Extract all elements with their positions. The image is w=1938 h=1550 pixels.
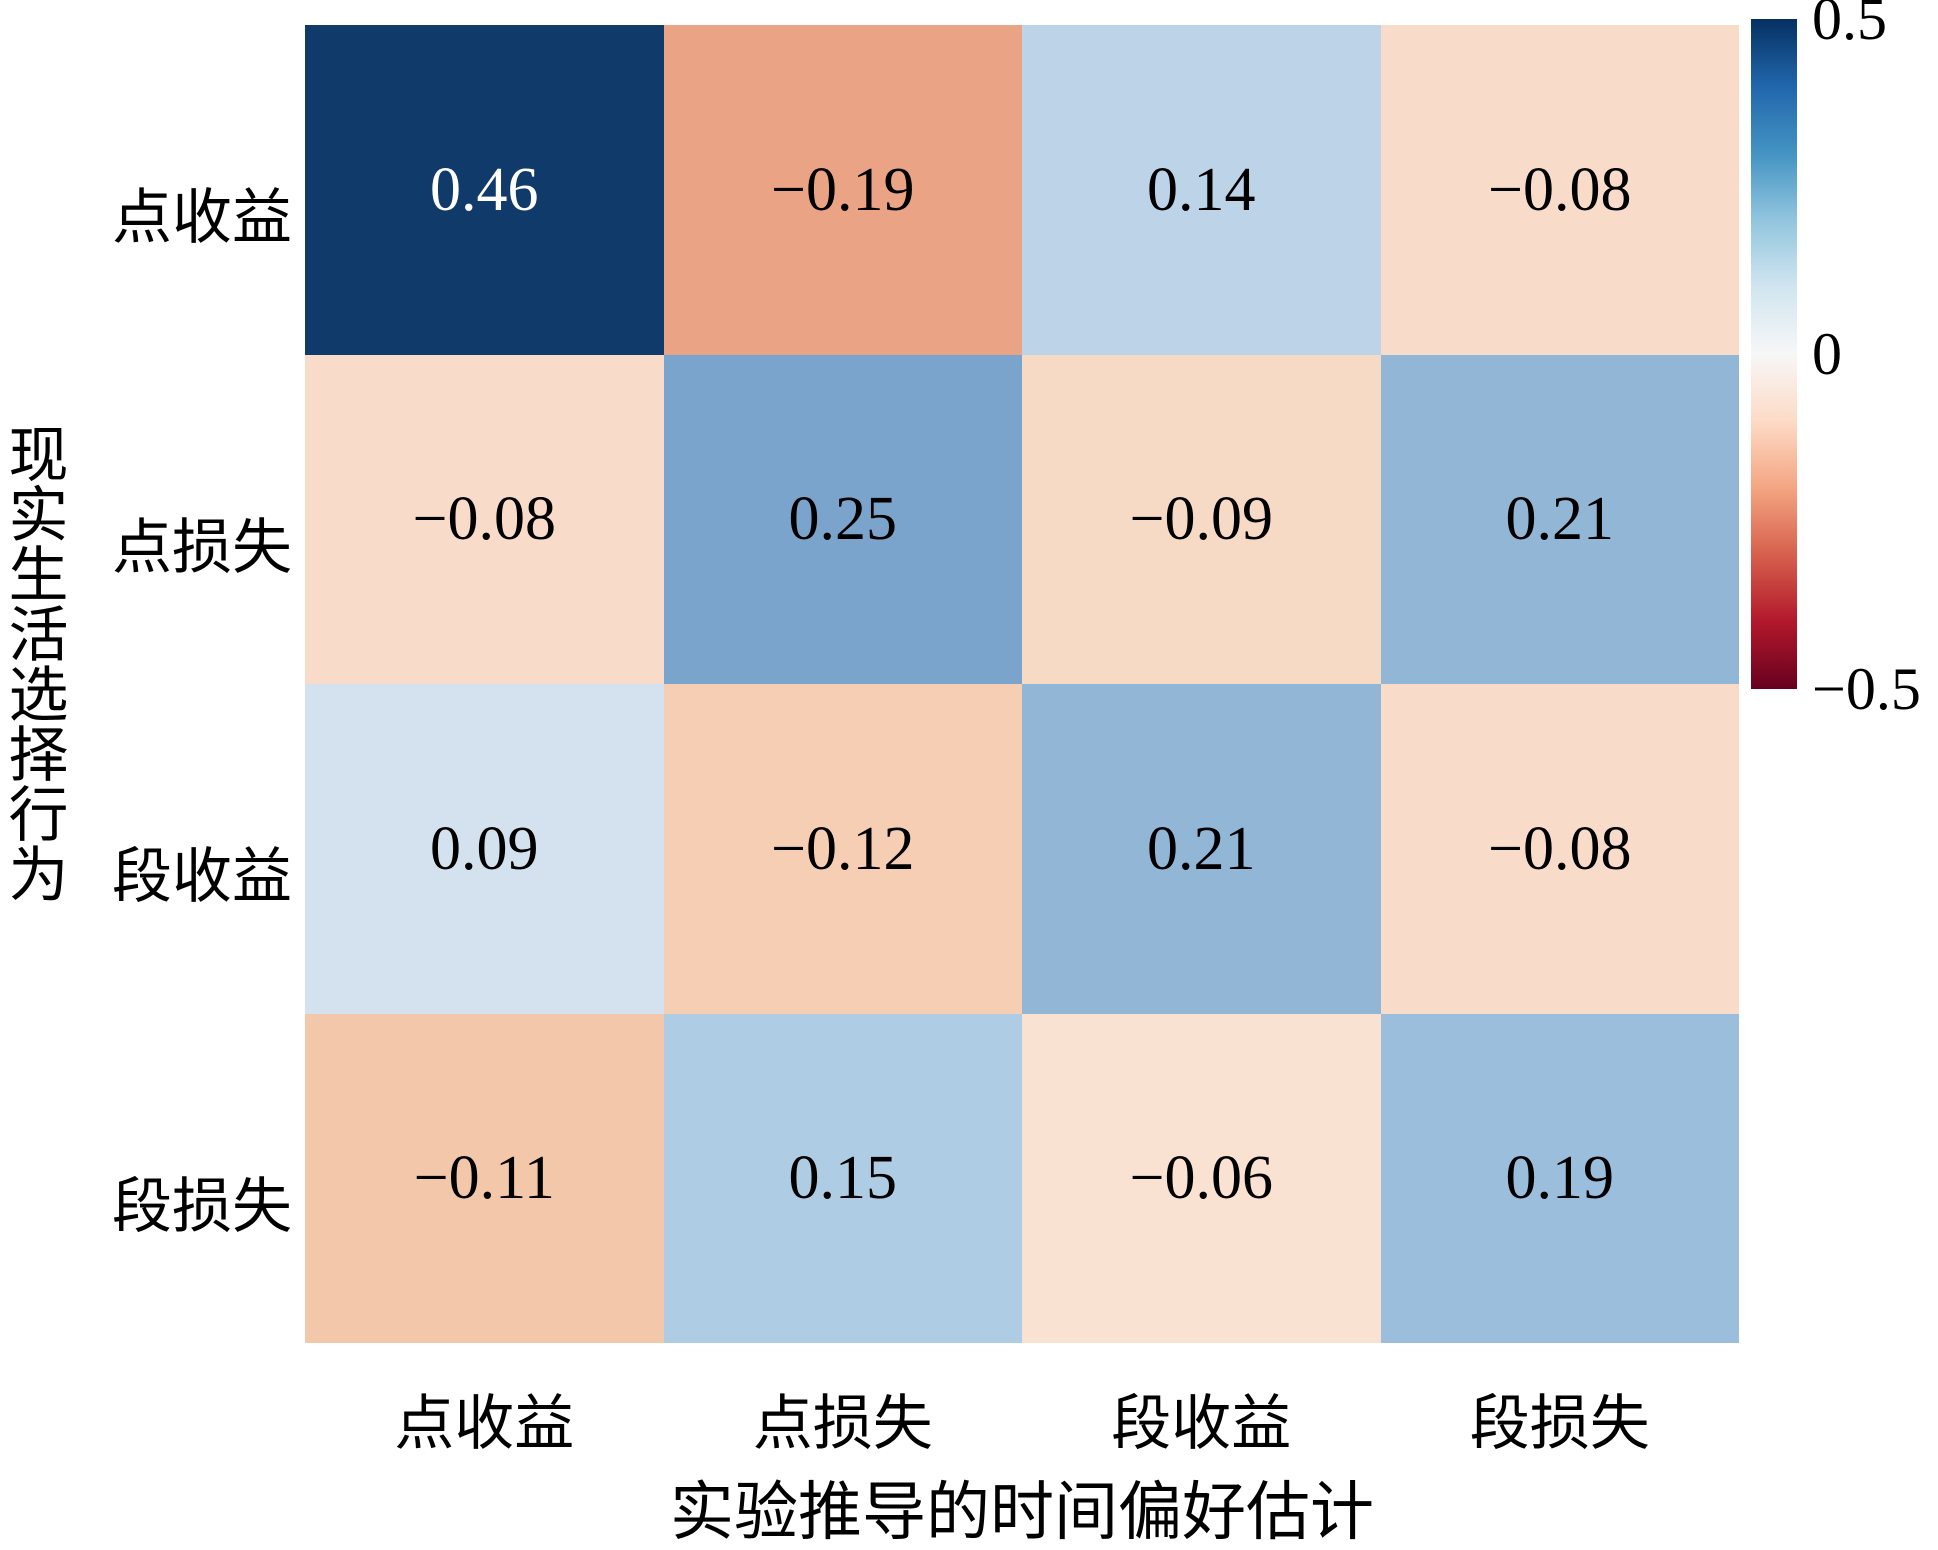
cell-value: −0.08	[1488, 155, 1632, 224]
cell-value: 0.21	[1147, 814, 1256, 883]
heatmap-cell: −0.12	[663, 684, 1022, 1014]
cell-value: 0.46	[430, 155, 539, 224]
cell-value: −0.11	[413, 1144, 555, 1213]
cell-value: 0.14	[1147, 155, 1256, 224]
x-tick-label: 点损失	[752, 1390, 933, 1457]
y-axis-title: 现实生活选择行为	[0, 423, 66, 903]
heatmap-cell: −0.06	[1022, 1013, 1381, 1343]
heatmap-cell: −0.11	[305, 1013, 664, 1343]
cell-value: 0.19	[1505, 1144, 1615, 1213]
cell-value: −0.08	[412, 485, 556, 554]
heatmap-cell: −0.08	[1380, 684, 1739, 1014]
heatmap-cell: −0.09	[1022, 354, 1381, 684]
heatmap-cell: −0.19	[663, 25, 1022, 355]
cell-value: −0.12	[771, 814, 915, 883]
cell-value: 0.09	[430, 814, 539, 883]
y-tick-label: 点损失	[112, 514, 292, 581]
cell-value: 0.15	[788, 1144, 898, 1213]
heatmap-cell: 0.46	[305, 25, 664, 355]
x-tick-label: 段损失	[1469, 1390, 1650, 1457]
colorbar-tick-label: −0.5	[1812, 656, 1921, 722]
colorbar-tick-label: 0.5	[1812, 0, 1887, 52]
colorbar-gradient	[1751, 19, 1797, 689]
colorbar-tick-labels: 0.5 0 −0.5	[1812, 0, 1938, 719]
cell-value: −0.08	[1488, 814, 1632, 883]
heatmap-cell: 0.21	[1380, 354, 1739, 684]
y-axis-tick-labels: 点收益点损失段收益段损失	[0, 25, 292, 1343]
heatmap-cell: 0.21	[1022, 684, 1381, 1014]
heatmap-cell: 0.15	[663, 1013, 1022, 1343]
cell-value: 0.21	[1505, 485, 1615, 554]
heatmap-grid: 0.46 −0.19 0.14 −0.08 −0.08 0.25 −0.09 0.21 0.09…	[305, 25, 1739, 1343]
y-tick-label: 段收益	[112, 844, 292, 911]
heatmap-cell: 0.25	[663, 354, 1022, 684]
cell-value: −0.19	[771, 155, 915, 224]
y-tick-label: 点收益	[112, 185, 292, 252]
heatmap-cell: 0.19	[1380, 1013, 1739, 1343]
heatmap-cell: −0.08	[305, 354, 664, 684]
x-tick-label: 段收益	[1111, 1390, 1292, 1457]
cell-value: −0.09	[1129, 485, 1273, 554]
x-axis-title: 实验推导的时间偏好估计	[670, 1477, 1374, 1548]
x-tick-label: 点收益	[394, 1390, 575, 1457]
y-tick-label: 段损失	[112, 1173, 292, 1240]
colorbar-tick-label: 0	[1812, 321, 1842, 387]
heatmap-cell: 0.14	[1022, 25, 1381, 355]
cell-value: 0.25	[788, 485, 898, 554]
x-axis-tick-labels: 点收益 点损失 段收益 段损失	[305, 1363, 1739, 1473]
heatmap-cell: 0.09	[305, 684, 664, 1014]
cell-value: −0.06	[1129, 1144, 1273, 1213]
heatmap-cell: −0.08	[1380, 25, 1739, 355]
